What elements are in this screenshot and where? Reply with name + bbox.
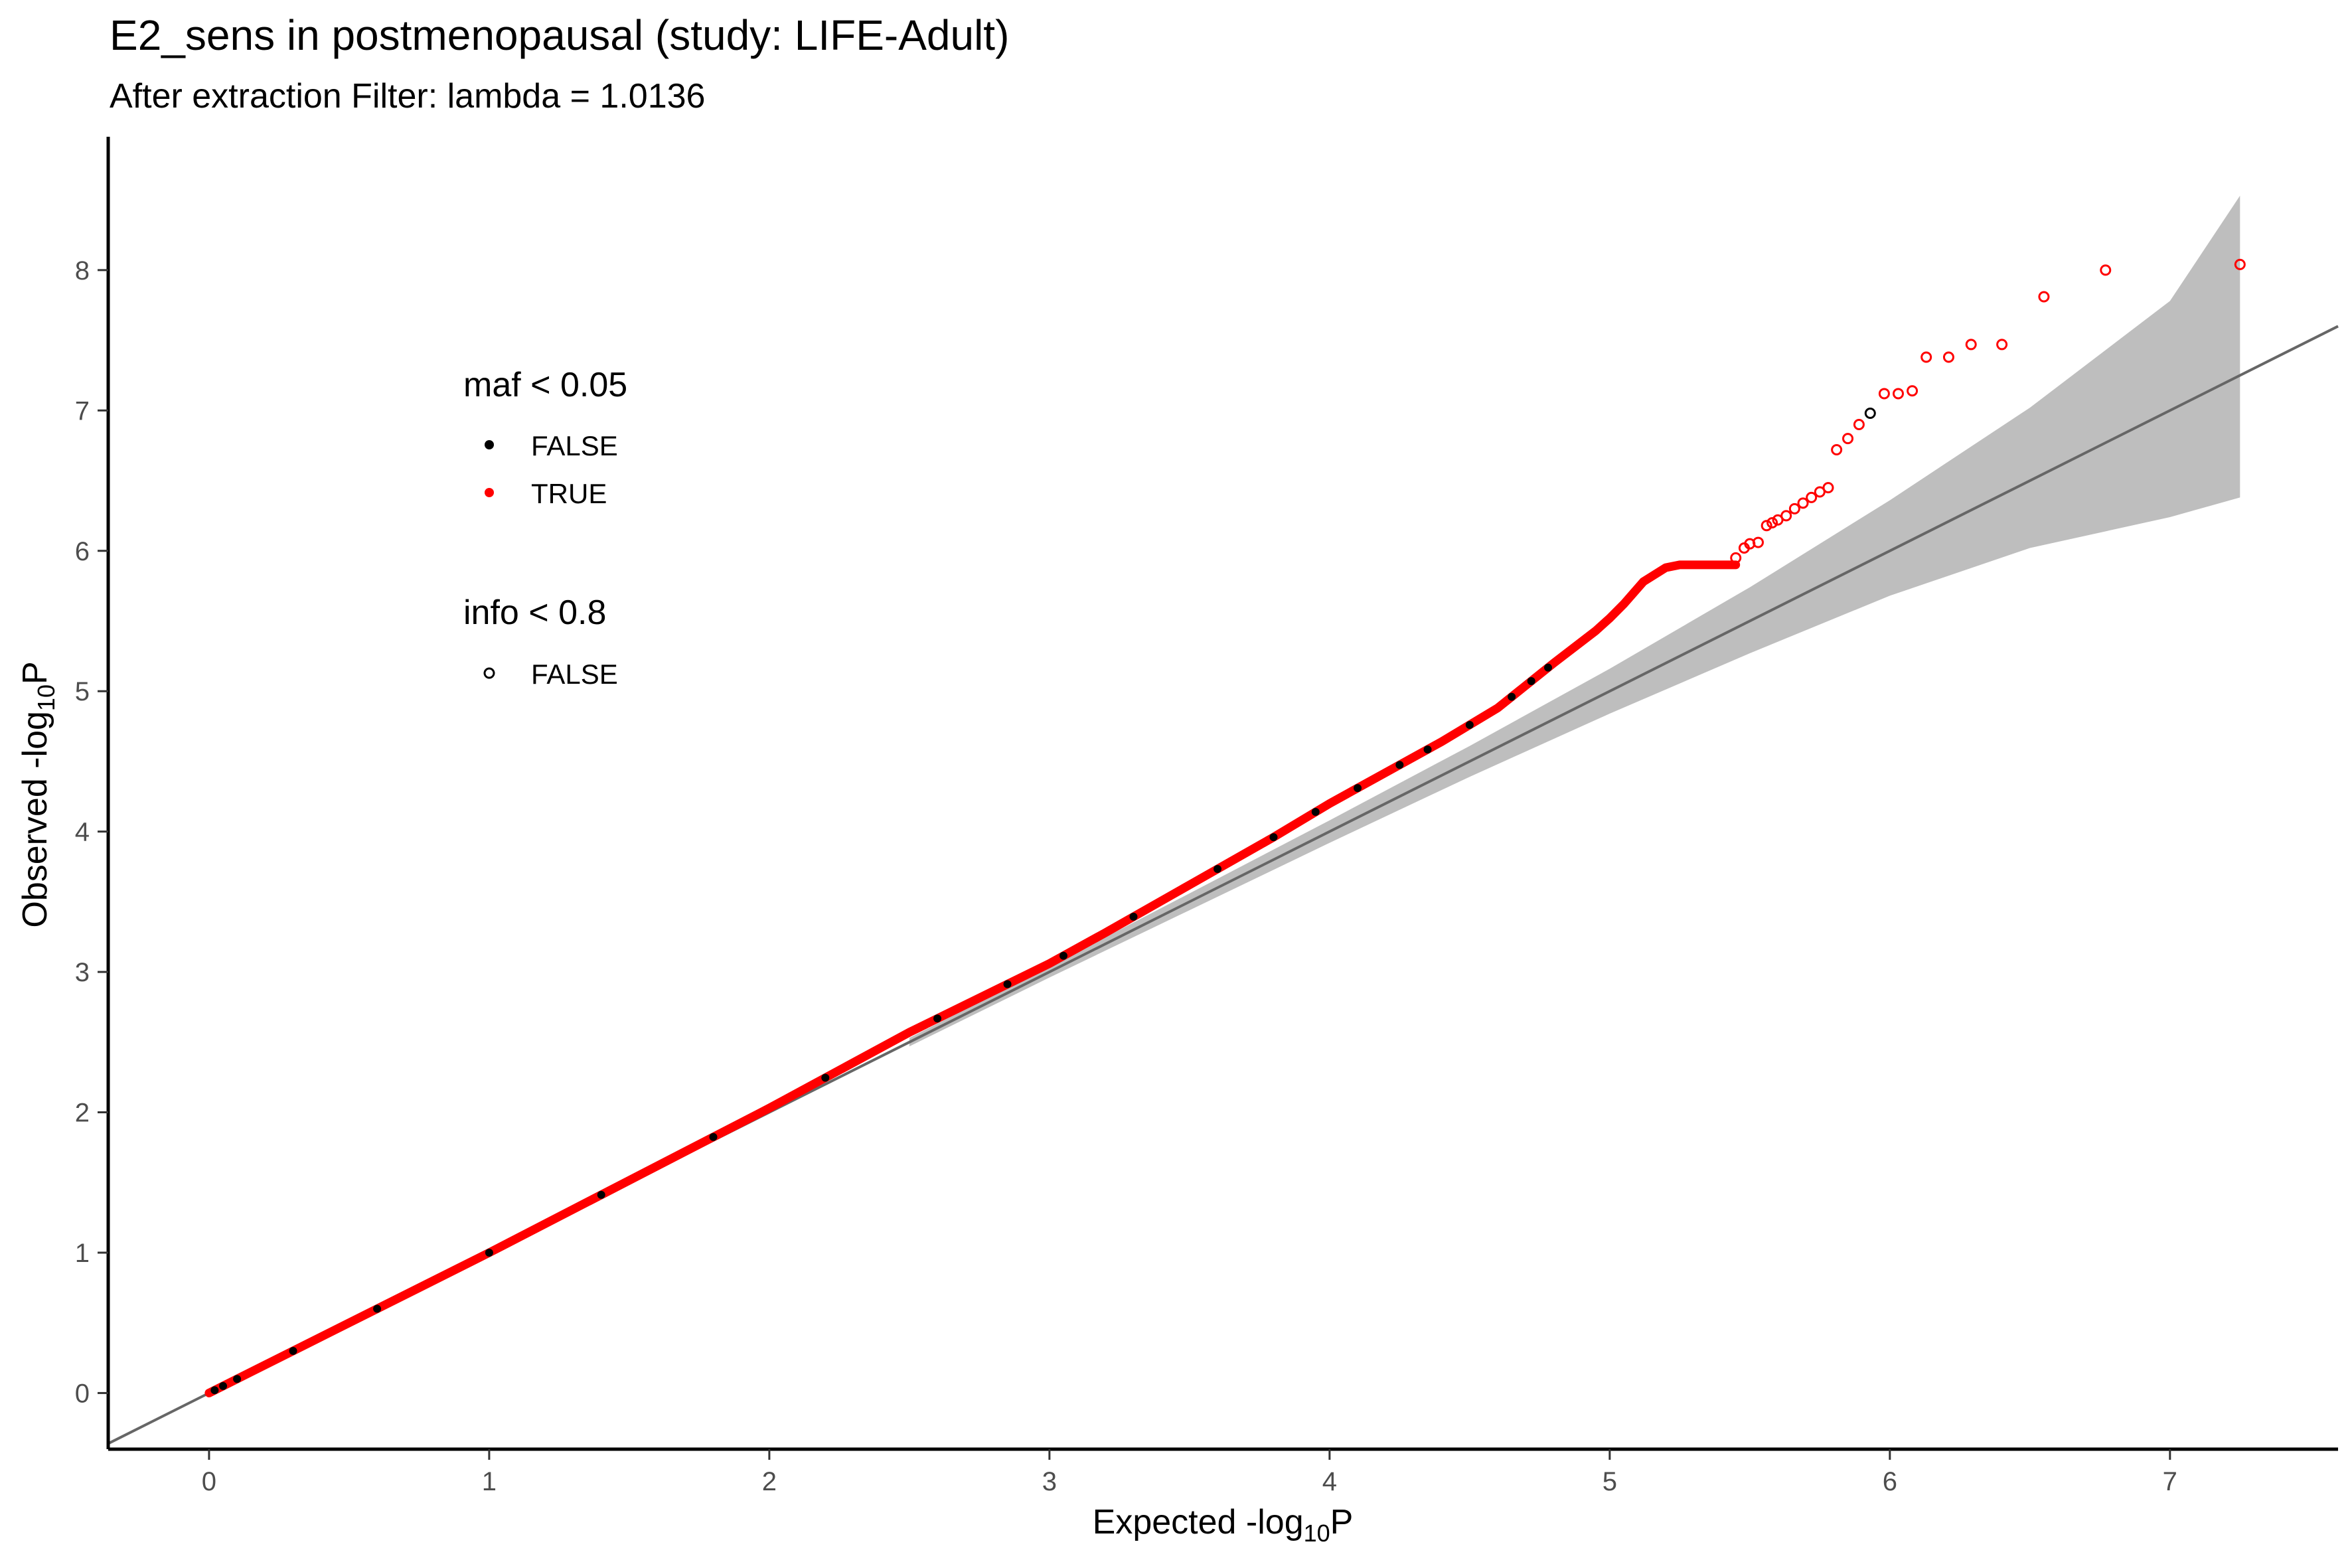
point-maf-true bbox=[1814, 486, 1826, 498]
point-maf-false bbox=[1544, 663, 1553, 672]
point-maf-true bbox=[1788, 503, 1800, 514]
point-maf-true bbox=[1730, 552, 1742, 564]
point-maf-false bbox=[1129, 912, 1138, 921]
chart-subtitle: After extraction Filter: lambda = 1.0136 bbox=[110, 77, 705, 116]
point-maf-false bbox=[233, 1375, 242, 1383]
y-axis-ticks: 0 1 2 3 4 5 6 7 8 bbox=[75, 256, 108, 1408]
x-tick-label: 4 bbox=[1322, 1467, 1337, 1496]
x-tick-label: 0 bbox=[202, 1467, 216, 1496]
point-maf-true bbox=[1996, 339, 2008, 351]
y-tick-label: 1 bbox=[75, 1239, 90, 1268]
point-maf-false bbox=[219, 1381, 228, 1390]
point-maf-true bbox=[1766, 516, 1778, 528]
observed-points-dense bbox=[204, 560, 1741, 1397]
legend-info-title: info < 0.8 bbox=[463, 593, 606, 632]
point-maf-false bbox=[821, 1073, 830, 1082]
legend-info-false-key bbox=[483, 667, 495, 679]
y-tick-label: 2 bbox=[75, 1099, 90, 1128]
legend-maf-false-key bbox=[485, 440, 494, 449]
point-maf-false bbox=[210, 1386, 219, 1395]
legend-info-false-label: FALSE bbox=[531, 659, 618, 690]
legend-maf-true-key bbox=[485, 488, 494, 497]
chart-title: E2_sens in postmenopausal (study: LIFE-A… bbox=[110, 11, 1009, 59]
point-maf-true bbox=[1806, 491, 1818, 503]
point-maf-true bbox=[1907, 385, 1919, 397]
point-maf-true bbox=[1797, 497, 1809, 509]
point-maf-false bbox=[1311, 808, 1320, 817]
x-tick-label: 3 bbox=[1042, 1467, 1057, 1496]
point-maf-false bbox=[1508, 692, 1516, 701]
legend-maf-title: maf < 0.05 bbox=[463, 366, 627, 404]
point-maf-true bbox=[1831, 444, 1843, 456]
point-maf-true bbox=[1822, 482, 1834, 494]
point-maf-false bbox=[1864, 408, 1876, 420]
point-maf-true bbox=[1772, 514, 1784, 526]
legend-maf-true-label: TRUE bbox=[531, 478, 607, 509]
point-maf-true bbox=[1842, 433, 1854, 445]
point-maf-false bbox=[1527, 676, 1535, 685]
point-maf-false bbox=[373, 1304, 382, 1313]
point-maf-false bbox=[289, 1346, 297, 1355]
point-maf-true bbox=[2100, 264, 2112, 276]
confidence-band bbox=[909, 195, 2240, 1047]
point-maf-true bbox=[1878, 388, 1890, 400]
point-maf-false bbox=[709, 1133, 718, 1141]
point-maf-false bbox=[933, 1014, 942, 1023]
point-maf-false bbox=[1354, 784, 1362, 793]
point-maf-true bbox=[1853, 418, 1865, 430]
x-tick-label: 1 bbox=[482, 1467, 497, 1496]
y-axis-label: Observed -log10P bbox=[16, 661, 60, 927]
point-maf-false bbox=[597, 1190, 605, 1199]
y-tick-label: 6 bbox=[75, 537, 90, 566]
point-maf-true bbox=[1761, 520, 1772, 532]
point-maf-false bbox=[1423, 745, 1432, 753]
legend-maf-false-label: FALSE bbox=[531, 430, 618, 461]
x-axis-label: Expected -log10P bbox=[1093, 1503, 1354, 1547]
point-maf-true bbox=[1892, 388, 1904, 400]
point-maf-false bbox=[485, 1248, 493, 1257]
point-maf-true bbox=[1921, 351, 1932, 363]
point-maf-false bbox=[1465, 720, 1474, 729]
point-maf-true bbox=[2038, 291, 2050, 303]
point-maf-false bbox=[1214, 865, 1222, 874]
y-tick-label: 4 bbox=[75, 818, 90, 847]
point-maf-true bbox=[1942, 351, 1954, 363]
point-maf-false bbox=[1395, 761, 1404, 769]
x-axis-ticks: 0 1 2 3 4 5 6 7 bbox=[202, 1449, 2177, 1496]
point-maf-true bbox=[1965, 339, 1977, 351]
y-tick-label: 3 bbox=[75, 958, 90, 987]
legend: maf < 0.05 FALSE TRUE info < 0.8 FALSE bbox=[463, 366, 627, 690]
x-tick-label: 6 bbox=[1883, 1467, 1897, 1496]
point-maf-true bbox=[1752, 536, 1764, 548]
y-tick-label: 7 bbox=[75, 396, 90, 426]
x-tick-label: 5 bbox=[1603, 1467, 1617, 1496]
y-tick-label: 0 bbox=[75, 1379, 90, 1408]
point-maf-false bbox=[1269, 833, 1278, 842]
plot-area bbox=[108, 195, 2339, 1445]
point-maf-true bbox=[2234, 258, 2246, 270]
x-tick-label: 2 bbox=[762, 1467, 777, 1496]
x-tick-label: 7 bbox=[2163, 1467, 2177, 1496]
y-tick-label: 8 bbox=[75, 256, 90, 285]
point-maf-false bbox=[1003, 980, 1012, 988]
point-maf-true bbox=[1780, 510, 1792, 522]
point-maf-false bbox=[1059, 951, 1067, 960]
y-tick-label: 5 bbox=[75, 677, 90, 706]
